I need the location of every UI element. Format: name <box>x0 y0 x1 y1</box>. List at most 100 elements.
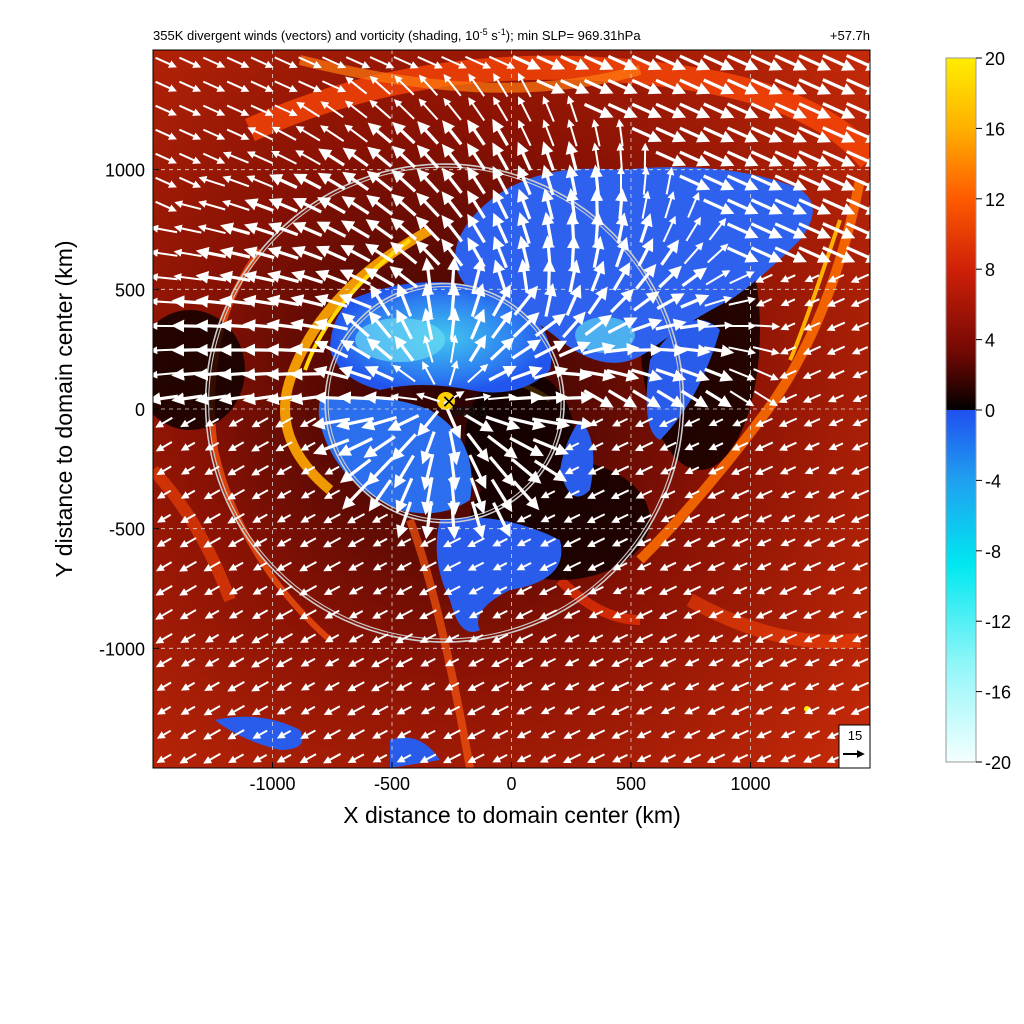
wind-vector <box>683 729 701 739</box>
x-axis-ticks: -1000 -500 0 500 1000 <box>249 762 771 794</box>
wind-vector <box>368 479 393 512</box>
wind-vector <box>180 465 196 475</box>
wind-vector <box>539 561 557 571</box>
wind-vector <box>155 657 173 668</box>
wind-vector <box>822 54 856 71</box>
wind-vector <box>804 490 820 499</box>
wind-vector <box>415 240 441 266</box>
wind-vector <box>442 537 462 548</box>
wind-vector <box>565 284 582 317</box>
wind-vector <box>850 513 870 523</box>
wind-vector <box>492 754 508 763</box>
wind-vector <box>756 586 772 595</box>
wind-vector <box>391 433 417 461</box>
wind-vector <box>467 213 486 244</box>
wind-vector <box>852 418 868 427</box>
wind-vector <box>396 501 413 539</box>
wind-vector <box>324 658 340 667</box>
wind-vector <box>684 442 700 451</box>
wind-vector <box>345 76 368 95</box>
wind-vector <box>275 657 293 668</box>
wind-vector <box>564 705 580 715</box>
wind-vector <box>467 166 486 195</box>
wind-vector <box>804 706 820 715</box>
wind-vector <box>463 413 494 432</box>
wind-vector <box>612 586 628 595</box>
wind-vector <box>300 465 316 475</box>
wind-vector <box>804 466 820 475</box>
wind-vector <box>340 339 371 360</box>
wind-vector <box>631 102 662 119</box>
wind-vector <box>752 346 780 356</box>
wind-vector <box>827 682 844 691</box>
wind-vector <box>366 194 394 216</box>
wind-vector <box>779 585 797 595</box>
wind-vector <box>566 235 580 269</box>
wind-vector <box>492 212 509 244</box>
wind-vector <box>391 193 417 217</box>
colorbar-tick-label: 16 <box>985 119 1005 139</box>
wind-vector <box>540 682 556 691</box>
wind-vector <box>365 243 395 264</box>
wind-vector <box>418 74 439 96</box>
wind-vector <box>421 476 434 516</box>
wind-vector <box>450 334 459 363</box>
wind-vector <box>180 705 196 715</box>
wind-vector <box>683 417 701 427</box>
wind-vector <box>539 753 557 763</box>
wind-vector <box>390 217 418 241</box>
wind-vector <box>755 705 773 715</box>
wind-vector <box>679 318 711 332</box>
wind-vector <box>180 657 196 667</box>
wind-vector <box>155 608 173 620</box>
wind-vector <box>826 297 845 307</box>
wind-vector <box>634 657 654 668</box>
wind-vector <box>317 172 346 191</box>
wind-vector <box>514 657 533 668</box>
wind-vector <box>443 74 462 97</box>
wind-vector <box>392 121 416 145</box>
wind-vector <box>660 730 676 739</box>
wind-vector <box>445 408 462 439</box>
wind-vector <box>756 538 772 547</box>
wind-vector <box>583 389 614 408</box>
wind-vector <box>583 78 614 95</box>
wind-vector <box>730 705 750 716</box>
wind-vector <box>416 144 440 170</box>
wind-vector <box>394 633 414 644</box>
wind-vector <box>396 538 412 547</box>
wind-vector <box>822 246 856 263</box>
wind-vector <box>583 102 614 119</box>
wind-vector <box>155 584 173 596</box>
colorbar-ticks: 20 16 12 8 4 0 -4 -8 -12 -16 -20 <box>976 49 1011 773</box>
wind-vector <box>534 340 568 359</box>
wind-vector <box>342 171 370 191</box>
wind-vector <box>420 657 436 667</box>
wind-vector <box>798 246 832 263</box>
wind-vector <box>636 514 652 523</box>
wind-vector <box>655 102 687 119</box>
wind-vector <box>707 585 725 595</box>
wind-vector <box>299 537 317 548</box>
wind-vector <box>703 126 735 143</box>
wind-vector <box>515 609 533 619</box>
wind-vector <box>680 389 709 408</box>
wind-vector <box>179 609 197 620</box>
wind-vector <box>447 476 461 516</box>
wind-vector <box>828 610 844 619</box>
wind-vector <box>391 145 416 169</box>
y-tick-label: -1000 <box>99 639 145 659</box>
wind-vector <box>822 150 856 167</box>
wind-vector <box>173 224 202 234</box>
wind-vector <box>683 537 701 547</box>
wind-vector <box>179 152 202 164</box>
colorbar-tick-label: 8 <box>985 260 995 280</box>
wind-vector <box>516 730 532 739</box>
wind-vector <box>586 705 605 715</box>
wind-vector <box>227 729 245 740</box>
wind-vector <box>729 271 755 285</box>
wind-vector <box>174 200 202 211</box>
wind-vector <box>467 190 486 219</box>
wind-vector <box>509 436 544 457</box>
wind-vector <box>827 274 845 283</box>
